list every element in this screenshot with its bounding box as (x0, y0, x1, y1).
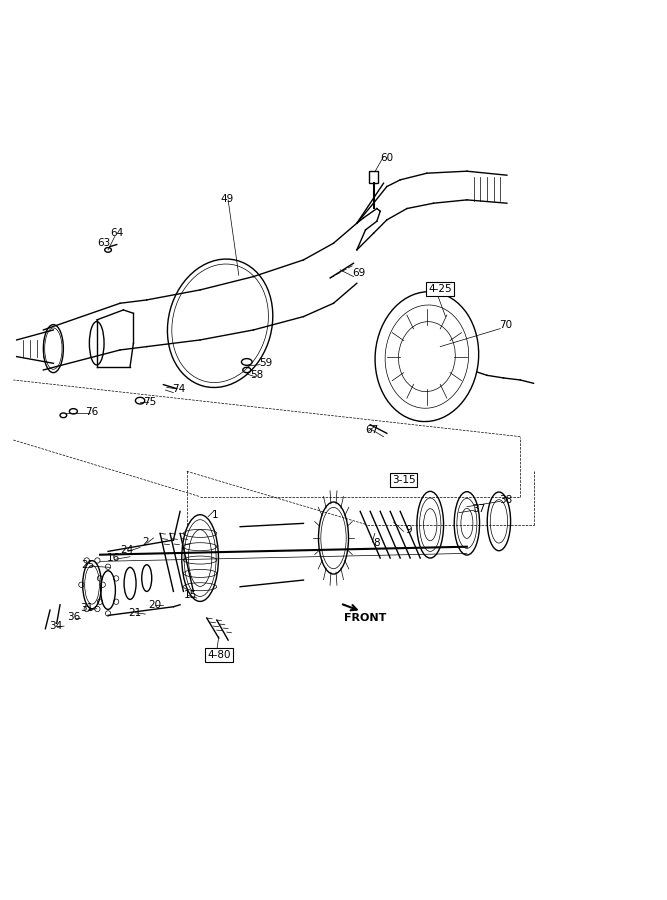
Text: 75: 75 (143, 397, 156, 407)
Text: 25: 25 (81, 560, 95, 570)
Text: 64: 64 (110, 228, 123, 238)
Text: FRONT: FRONT (344, 613, 387, 623)
Text: 69: 69 (352, 267, 366, 277)
Text: 8: 8 (374, 538, 380, 548)
Text: 70: 70 (499, 320, 512, 329)
Text: 67: 67 (366, 425, 379, 435)
Text: 21: 21 (128, 608, 141, 617)
Text: 36: 36 (67, 612, 80, 622)
Text: 34: 34 (49, 621, 62, 631)
Text: 76: 76 (85, 407, 99, 417)
Text: 59: 59 (259, 358, 272, 368)
Text: 16: 16 (107, 554, 120, 563)
Text: 4-80: 4-80 (207, 650, 231, 660)
Text: 38: 38 (499, 495, 512, 505)
Text: 63: 63 (97, 238, 111, 248)
Text: 60: 60 (380, 153, 394, 163)
Text: 2: 2 (142, 537, 149, 547)
Text: 4-25: 4-25 (428, 284, 452, 293)
Text: 74: 74 (172, 383, 185, 393)
Text: 9: 9 (405, 525, 412, 535)
Text: 37: 37 (472, 504, 486, 514)
Text: 15: 15 (183, 590, 197, 600)
Text: 1: 1 (211, 510, 218, 520)
Text: 31: 31 (80, 603, 93, 613)
Text: 3-15: 3-15 (392, 475, 416, 485)
Text: 58: 58 (250, 370, 263, 381)
Text: 49: 49 (220, 194, 233, 204)
Bar (369, 171, 378, 184)
Text: 24: 24 (120, 545, 133, 555)
Text: 20: 20 (148, 599, 161, 609)
